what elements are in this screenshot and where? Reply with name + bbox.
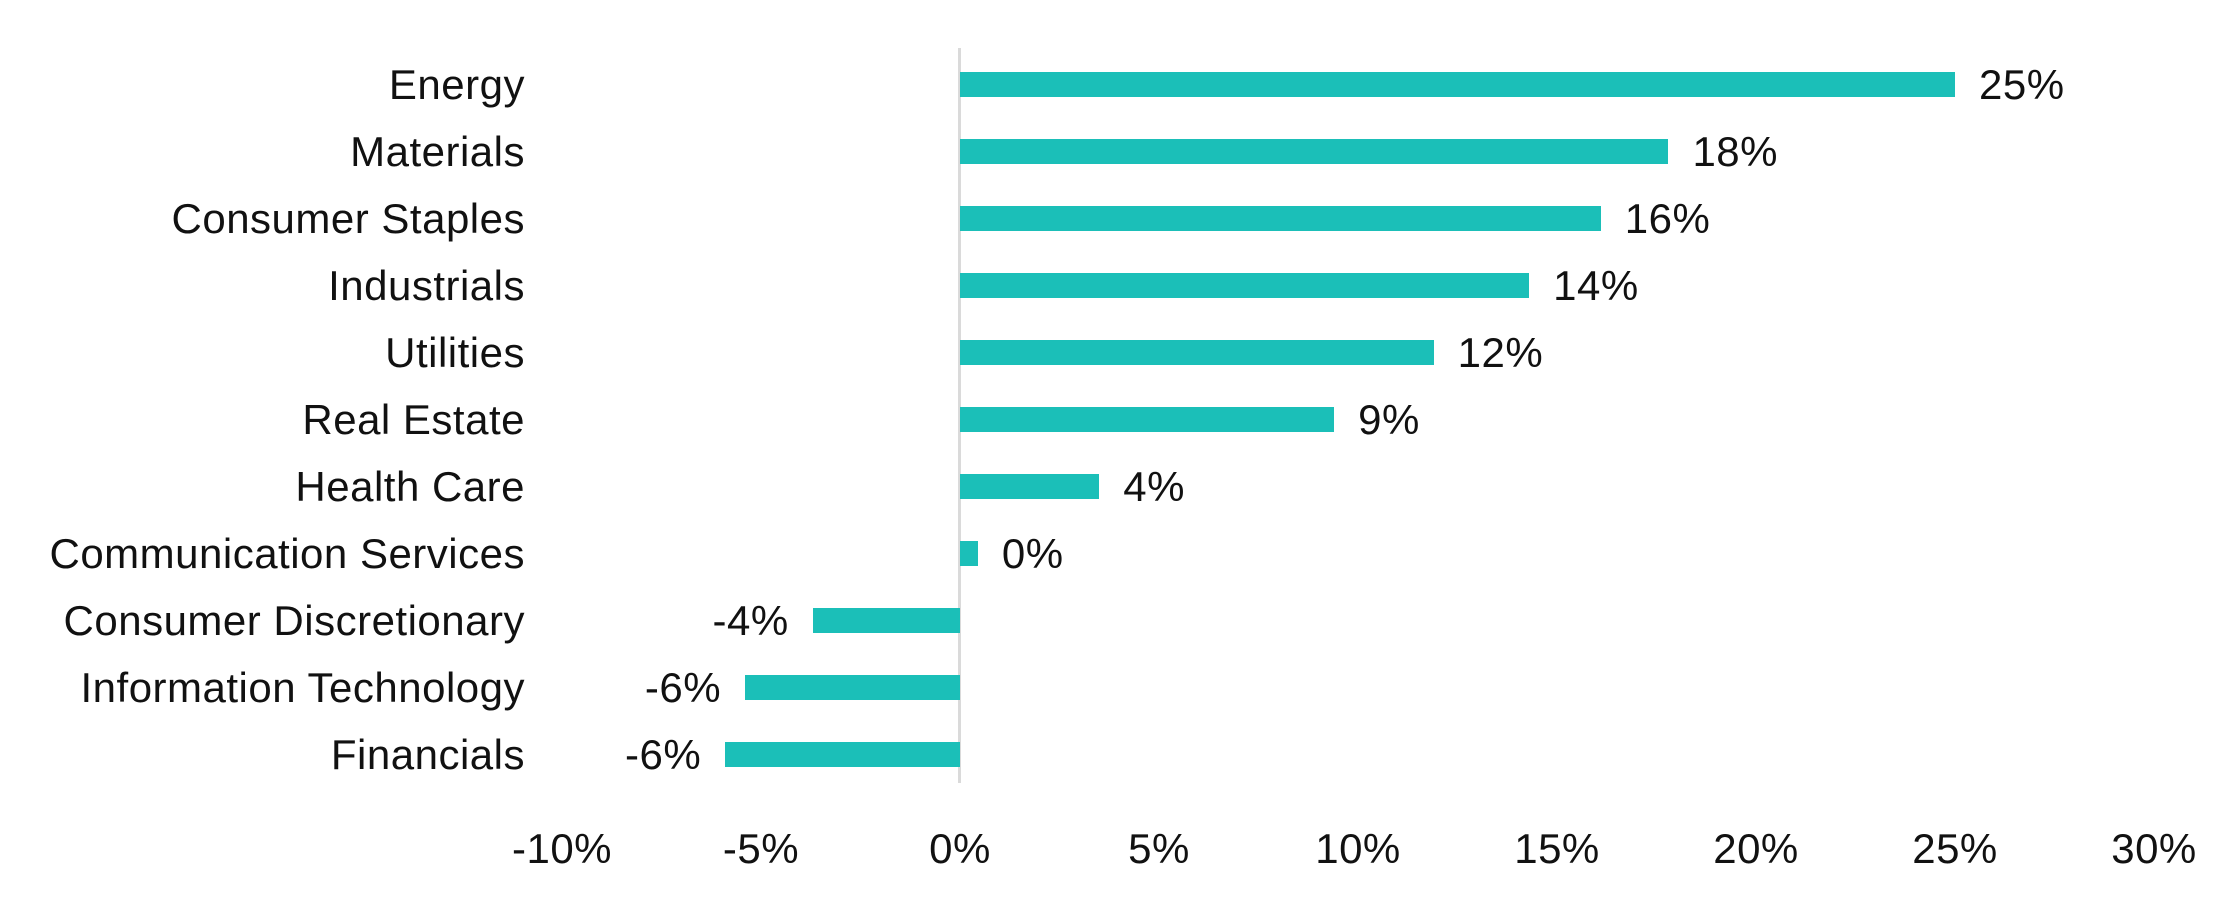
x-tick-label: 30% — [2111, 825, 2197, 872]
category-label: Information Technology — [80, 664, 525, 711]
category-label: Health Care — [295, 463, 525, 510]
value-label: 9% — [1358, 396, 1420, 443]
plot-cell: 4% — [562, 453, 2154, 520]
chart-row: Consumer Staples 16% — [0, 185, 2228, 252]
chart-row: Materials 18% — [0, 118, 2228, 185]
chart-row: Utilities 12% — [0, 319, 2228, 386]
category-label: Industrials — [328, 262, 525, 309]
x-tick-label: 0% — [929, 825, 991, 872]
bar — [960, 541, 978, 566]
x-tick-label: 15% — [1514, 825, 1600, 872]
bar — [960, 407, 1335, 432]
value-label: 4% — [1123, 463, 1185, 510]
value-label: 16% — [1624, 195, 1711, 242]
chart-row: Industrials 14% — [0, 252, 2228, 319]
x-tick-label: 10% — [1315, 825, 1401, 872]
bar — [960, 273, 1530, 298]
x-tick-label: -5% — [722, 825, 800, 872]
bar-rows: Energy 25% Materials 18% Consumer Staples 16%… — [0, 51, 2228, 788]
bar — [960, 139, 1669, 164]
plot-cell: 18% — [562, 118, 2154, 185]
category-label: Materials — [350, 128, 525, 175]
plot-cell: 9% — [562, 386, 2154, 453]
category-label: Utilities — [385, 329, 525, 376]
value-label: 12% — [1457, 329, 1544, 376]
x-tick-label: 5% — [1128, 825, 1190, 872]
category-label: Consumer Discretionary — [63, 597, 525, 644]
category-label: Consumer Staples — [171, 195, 525, 242]
chart-row: Communication Services 0% — [0, 520, 2228, 587]
plot-cell: -6% — [562, 654, 2154, 721]
bar — [725, 742, 960, 767]
plot-cell: 0% — [562, 520, 2154, 587]
chart-row: Energy 25% — [0, 51, 2228, 118]
plot-cell: 25% — [562, 51, 2154, 118]
x-tick-label: 20% — [1713, 825, 1799, 872]
plot-cell: 14% — [562, 252, 2154, 319]
plot-cell: -6% — [562, 721, 2154, 788]
value-label: -6% — [644, 664, 722, 711]
bar — [960, 340, 1434, 365]
value-label: 14% — [1553, 262, 1639, 309]
chart-row: Information Technology -6% — [0, 654, 2228, 721]
zero-axis-line — [958, 48, 961, 783]
value-label: -6% — [624, 731, 702, 778]
plot-cell: 12% — [562, 319, 2154, 386]
plot-cell: -4% — [562, 587, 2154, 654]
x-tick-label: 25% — [1912, 825, 1998, 872]
category-label: Financials — [330, 731, 525, 778]
chart-row: Health Care 4% — [0, 453, 2228, 520]
category-label: Energy — [388, 61, 525, 108]
plot-cell: 16% — [562, 185, 2154, 252]
bar — [960, 206, 1601, 231]
category-label: Real Estate — [302, 396, 525, 443]
x-axis: -10% -5% 0% 5% 10% 15% 20% 25% 30% — [512, 824, 2196, 874]
value-label: 0% — [1001, 530, 1064, 577]
chart-row: Real Estate 9% — [0, 386, 2228, 453]
chart-row: Financials -6% — [0, 721, 2228, 788]
value-label: 18% — [1692, 128, 1778, 175]
value-label: -4% — [712, 597, 789, 644]
bar — [960, 474, 1100, 499]
bar — [812, 608, 960, 633]
value-label: 25% — [1979, 61, 2065, 108]
bar — [745, 675, 960, 700]
x-tick-label: -10% — [511, 825, 613, 872]
chart-row: Consumer Discretionary -4% — [0, 587, 2228, 654]
category-label: Communication Services — [49, 530, 525, 577]
bar — [960, 72, 1955, 97]
